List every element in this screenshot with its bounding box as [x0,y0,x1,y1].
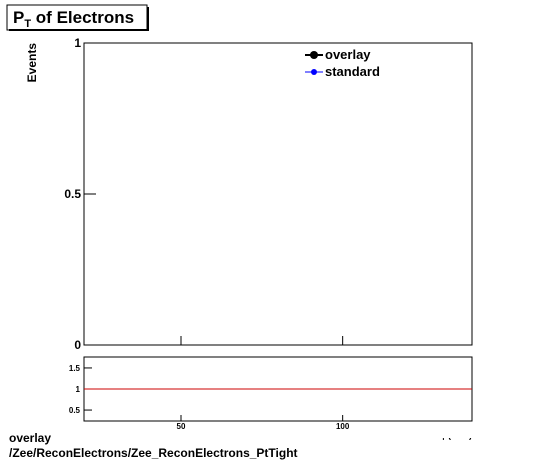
chart-title: PT of Electrons [13,8,134,30]
y-axis-label: Events [25,43,39,83]
y-tick-label: 0.5 [64,187,81,201]
footer-text: /Zee/ReconElectrons/Zee_ReconElectrons_P… [9,446,298,460]
y-tick-label: 0 [74,338,81,352]
title-shadow [147,7,149,31]
ratio-y-tick-label: 0.5 [69,406,81,415]
ratio-y-tick-label: 1 [76,385,81,394]
x-tick-label: 100 [336,422,350,431]
title-shadow [9,29,149,31]
ratio-y-tick-label: 1.5 [69,364,81,373]
title-box [6,4,148,31]
legend-label: overlay [325,47,371,62]
y-tick-label: 1 [74,36,81,50]
label-clip [0,430,546,438]
legend-label: standard [325,64,380,79]
legend-marker [310,51,318,59]
legend-marker [311,69,317,75]
x-tick-label: 50 [177,422,186,431]
footer-text: overlay [9,431,51,445]
